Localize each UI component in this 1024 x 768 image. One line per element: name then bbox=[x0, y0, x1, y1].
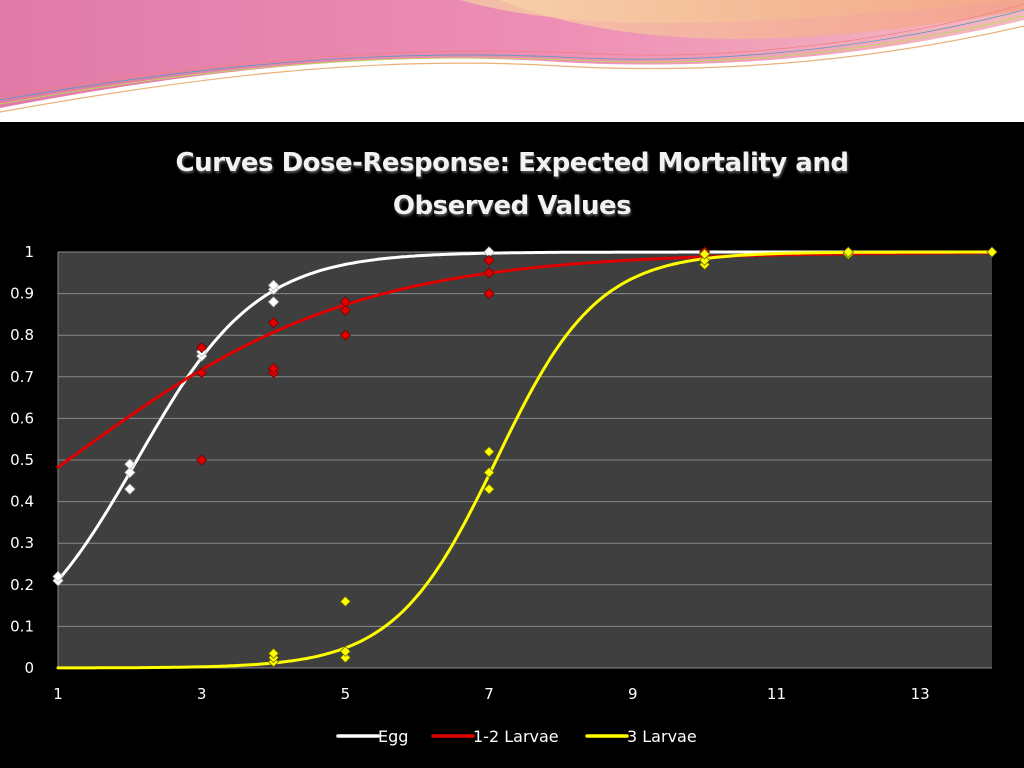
y-tick-label: 0.3 bbox=[10, 534, 34, 552]
observed-point-series-1 bbox=[196, 454, 208, 466]
observed-point-series-2 bbox=[483, 466, 495, 479]
observed-point-series-1 bbox=[267, 317, 280, 329]
chart-panel: 0 0.1 0.2 0.3 0.4 0.5 0.6 0.7 0.8 0.9 1 1 3 5 7 9 11 13 … bbox=[0, 122, 1024, 768]
y-tick-label: 1 bbox=[24, 243, 34, 261]
observed-point-series-2 bbox=[699, 248, 711, 260]
observed-point-series-1 bbox=[196, 367, 208, 379]
observed-point-series-1 bbox=[483, 254, 495, 266]
observed-point-series-0 bbox=[124, 458, 136, 470]
y-tick-label: 0.5 bbox=[10, 451, 34, 469]
y-tick-label: 0.2 bbox=[10, 576, 34, 594]
chart-title: Curves Dose-Response: Expected Mortality… bbox=[112, 142, 912, 228]
fitted-curves bbox=[56, 250, 994, 670]
x-tick-label: 7 bbox=[484, 685, 494, 703]
observed-point-series-2 bbox=[339, 645, 351, 657]
observed-point-series-2 bbox=[699, 254, 711, 266]
y-tick-label: 0.8 bbox=[10, 326, 34, 344]
observed-point-series-1 bbox=[339, 329, 351, 341]
observed-point-series-2 bbox=[339, 595, 351, 608]
observed-point-series-0 bbox=[267, 296, 280, 308]
x-tick-label: 11 bbox=[767, 685, 786, 703]
x-axis-tick-labels: 1 3 5 7 9 11 13 bbox=[53, 685, 929, 703]
chart-title-line-2: Observed Values bbox=[392, 191, 632, 221]
observed-points bbox=[52, 246, 998, 668]
observed-point-series-2 bbox=[267, 647, 280, 660]
observed-point-series-1 bbox=[339, 304, 351, 316]
decorative-header-banner bbox=[0, 0, 1024, 122]
observed-point-series-1 bbox=[267, 362, 280, 375]
y-tick-label: 0 bbox=[24, 659, 34, 677]
observed-point-series-0 bbox=[52, 570, 64, 583]
y-tick-label: 0.1 bbox=[10, 617, 34, 635]
y-tick-label: 0.7 bbox=[10, 368, 34, 386]
x-tick-label: 3 bbox=[197, 685, 207, 703]
y-axis-tick-labels: 0 0.1 0.2 0.3 0.4 0.5 0.6 0.7 0.8 0.9 1 bbox=[10, 243, 34, 677]
observed-point-series-1 bbox=[339, 296, 351, 308]
dose-response-chart: 00.10.20.30.40.50.60.70.80.91 1 3 5 7 9 11 13 … bbox=[10, 243, 998, 746]
chart-title-line-1: Curves Dose-Response: Expected Mortality… bbox=[175, 148, 849, 178]
x-tick-label: 9 bbox=[628, 685, 638, 703]
observed-point-series-0 bbox=[124, 483, 136, 495]
observed-point-series-0 bbox=[267, 279, 280, 291]
observed-point-series-2 bbox=[842, 246, 854, 258]
x-tick-label: 13 bbox=[911, 685, 930, 703]
observed-point-series-2 bbox=[339, 652, 351, 664]
observed-point-series-0 bbox=[124, 466, 136, 479]
x-tick-label: 1 bbox=[53, 685, 63, 703]
y-tick-label: 0.4 bbox=[10, 493, 34, 511]
y-tick-label: 0.6 bbox=[10, 409, 34, 427]
fit-curve-series-2 bbox=[56, 250, 994, 670]
legend-label-series-0: Egg bbox=[378, 727, 408, 746]
observed-point-series-2 bbox=[483, 446, 495, 458]
legend-label-series-2: 3 Larvae bbox=[627, 727, 697, 746]
observed-point-series-1 bbox=[483, 267, 495, 279]
observed-point-series-2 bbox=[483, 483, 495, 495]
legend: Egg 1-2 Larvae 3 Larvae bbox=[336, 727, 697, 746]
observed-point-series-1 bbox=[196, 342, 208, 354]
x-tick-label: 5 bbox=[341, 685, 351, 703]
y-tick-label: 0.9 bbox=[10, 285, 34, 303]
observed-point-series-1 bbox=[483, 288, 495, 300]
observed-point-series-2 bbox=[986, 246, 998, 258]
legend-label-series-1: 1-2 Larvae bbox=[473, 727, 559, 746]
